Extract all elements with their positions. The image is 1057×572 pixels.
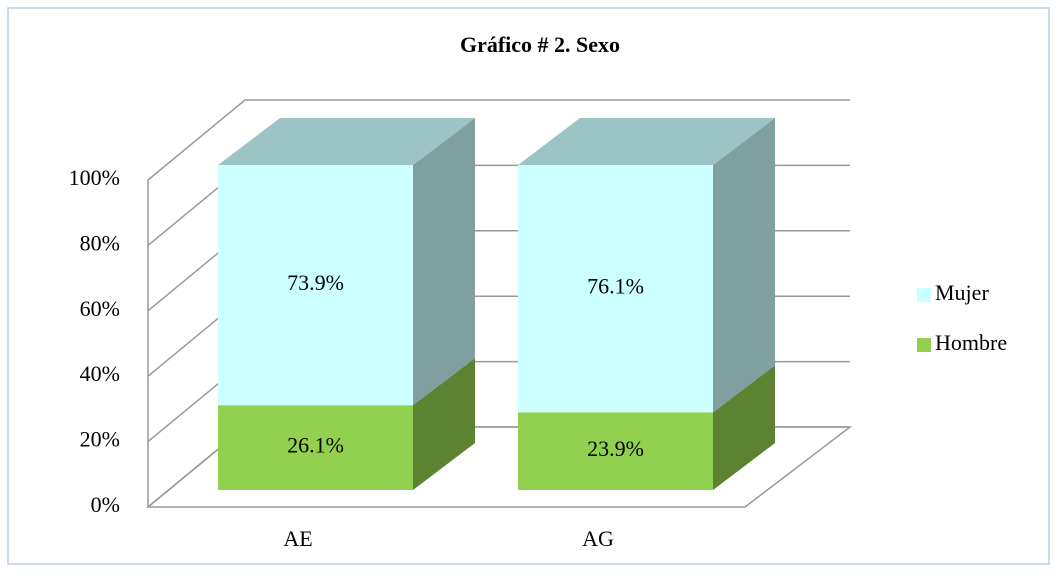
data-label: 23.9% <box>587 436 644 461</box>
bar-side <box>713 118 775 413</box>
y-tick-label: 40% <box>80 361 120 386</box>
y-tick-label: 100% <box>69 165 120 190</box>
x-tick-label: AE <box>283 526 312 551</box>
y-tick-label: 80% <box>80 230 120 255</box>
bar-top <box>518 118 775 165</box>
y-tick-label: 20% <box>80 427 120 452</box>
data-label: 26.1% <box>287 433 344 458</box>
grid-line <box>147 99 850 181</box>
chart-title: Gráfico # 2. Sexo <box>460 32 620 57</box>
bar <box>518 165 713 413</box>
bar <box>218 405 413 490</box>
y-tick-label: 60% <box>80 296 120 321</box>
bar-side <box>413 358 475 490</box>
bar-side <box>413 118 475 406</box>
data-label: 76.1% <box>587 274 644 299</box>
y-tick-label: 0% <box>91 492 120 517</box>
legend-label: Mujer <box>935 280 989 305</box>
bar <box>518 412 713 490</box>
bar <box>218 165 413 406</box>
bar-side <box>713 365 775 490</box>
legend-label: Hombre <box>935 330 1007 355</box>
x-tick-label: AG <box>582 526 614 551</box>
data-label: 73.9% <box>287 270 344 295</box>
legend-swatch <box>917 288 931 302</box>
bar-top <box>218 118 475 165</box>
legend-swatch <box>917 338 931 352</box>
